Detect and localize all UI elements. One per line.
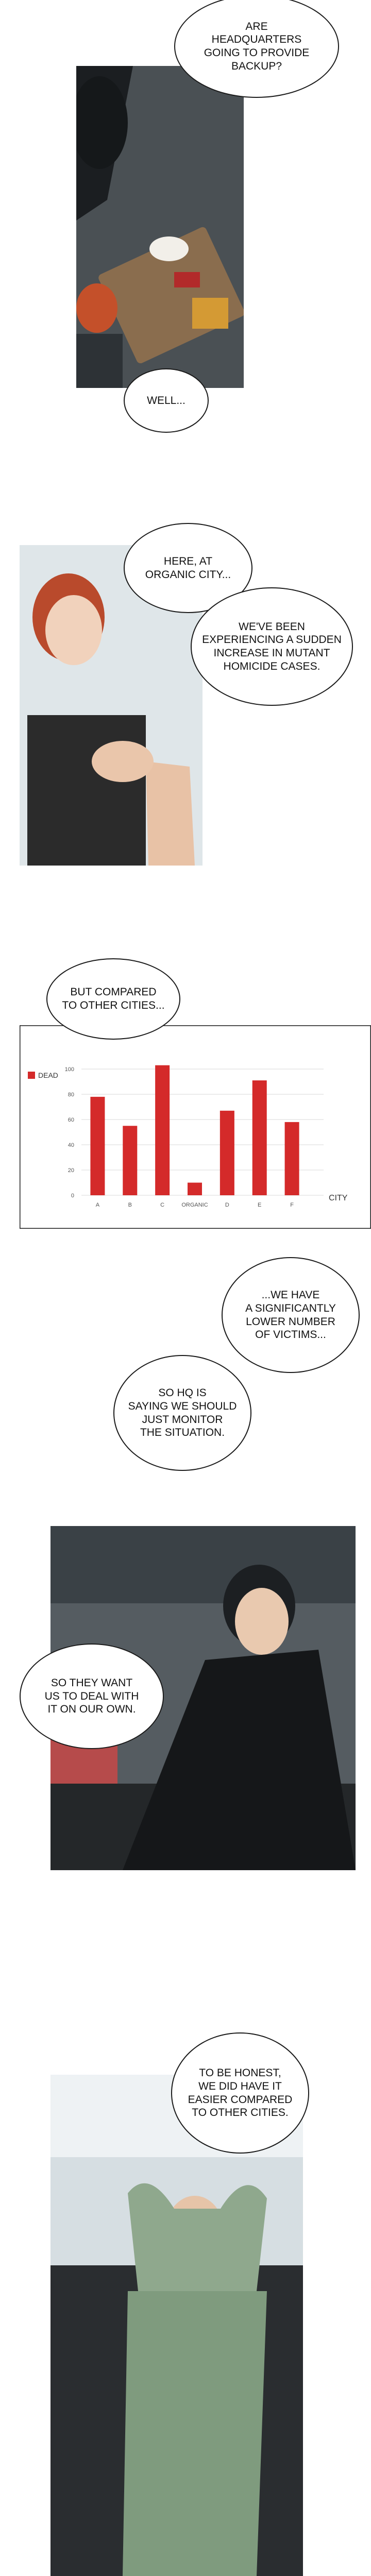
x-tick-label: A <box>96 1202 100 1208</box>
bar-a <box>90 1096 105 1195</box>
panel-man-on-couch <box>50 1526 356 1870</box>
bar-organic <box>188 1182 202 1195</box>
speech-bubble-1: ARE HEADQUARTERS GOING TO PROVIDE BACKUP… <box>174 0 339 98</box>
bar-b <box>123 1126 138 1195</box>
speech-bubble-7: SO HQ IS SAYING WE SHOULD JUST MONITOR T… <box>113 1355 251 1471</box>
speech-bubble-4: WE'VE BEEN EXPERIENCING A SUDDEN INCREAS… <box>191 587 353 706</box>
y-tick-label: 100 <box>65 1066 74 1073</box>
panel-man-leaning-back <box>50 2075 303 2576</box>
x-tick-label: E <box>258 1202 261 1208</box>
bar-chart: 0 20 40 60 80 100 A B C ORGANIC D E F DEAD CITY <box>20 1025 371 1229</box>
chart-panel: 0 20 40 60 80 100 A B C ORGANIC D E F DEAD CITY <box>20 1025 371 1229</box>
y-tick-label: 80 <box>68 1092 74 1098</box>
bar-c <box>155 1065 170 1195</box>
speech-bubble-2: WELL... <box>124 368 209 433</box>
speech-bubble-6: ...WE HAVE A SIGNIFICANTLY LOWER NUMBER … <box>222 1257 360 1373</box>
bar-f <box>284 1122 299 1195</box>
x-tick-label: D <box>225 1202 229 1208</box>
panel-table-scene <box>76 66 244 388</box>
x-tick-label: C <box>160 1202 164 1208</box>
man-couch-art <box>50 1526 356 1870</box>
speech-bubble-5: BUT COMPARED TO OTHER CITIES... <box>46 958 180 1040</box>
y-tick-label: 20 <box>68 1167 74 1174</box>
x-tick-label: ORGANIC <box>181 1202 208 1208</box>
x-axis-label: CITY <box>329 1194 348 1202</box>
legend-label: DEAD <box>38 1071 58 1079</box>
x-tick-label: B <box>128 1202 132 1208</box>
y-tick-label: 40 <box>68 1142 74 1148</box>
bar-e <box>252 1080 267 1195</box>
speech-bubble-8: SO THEY WANT US TO DEAL WITH IT ON OUR O… <box>20 1643 164 1749</box>
table-scene-art <box>76 66 244 388</box>
man-leaning-art <box>50 2075 303 2576</box>
x-tick-label: F <box>290 1202 294 1208</box>
bar-d <box>220 1110 234 1195</box>
legend-swatch <box>28 1072 35 1079</box>
speech-bubble-9: TO BE HONEST, WE DID HAVE IT EASIER COMP… <box>171 2032 309 2154</box>
y-tick-label: 0 <box>71 1193 74 1199</box>
y-tick-label: 60 <box>68 1117 74 1123</box>
